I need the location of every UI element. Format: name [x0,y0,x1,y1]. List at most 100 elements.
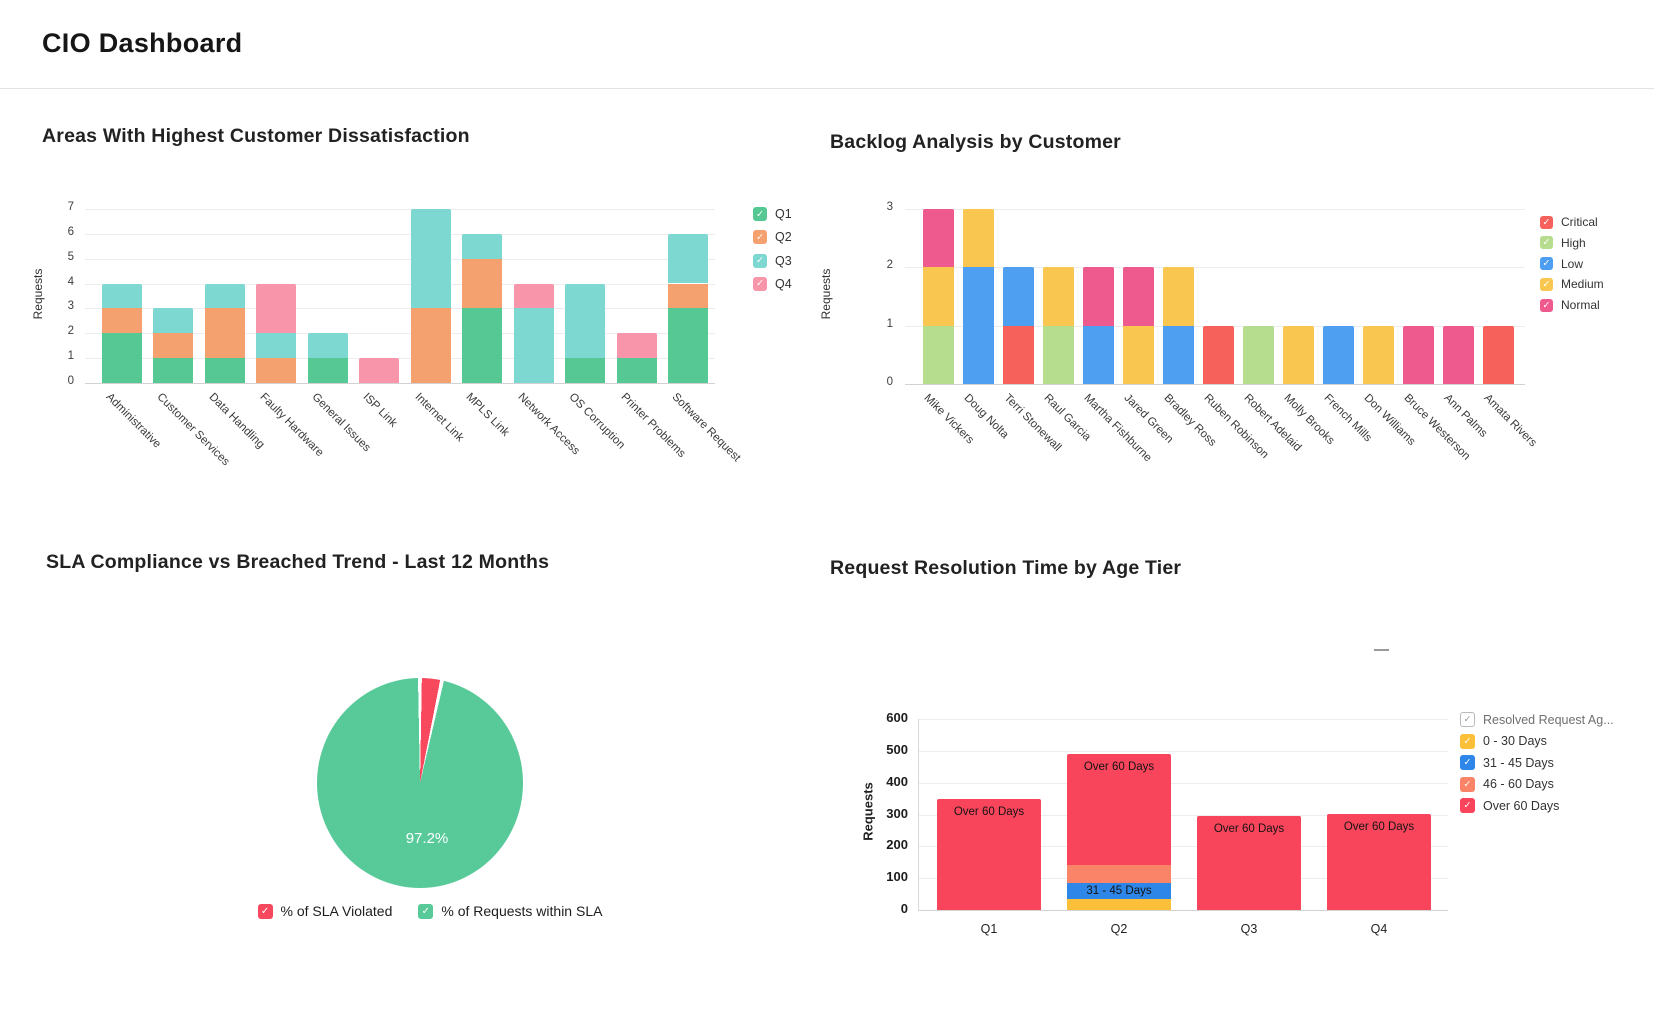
bar-segment-q1[interactable] [307,358,348,383]
bar-segment-q4[interactable] [359,358,400,383]
bar-segment-medium[interactable] [1162,267,1194,326]
legend-item-resolved-request-ag[interactable]: ✓ Resolved Request Ag... [1460,712,1614,727]
bar-segment-low[interactable] [1322,325,1354,384]
bar-segment-q3[interactable] [410,209,451,309]
legend-item-31-45-days[interactable]: ✓ 31 - 45 Days [1460,755,1554,770]
legend-item-q1[interactable]: ✓ Q1 [753,207,792,221]
legend-label: Q4 [775,276,792,291]
bar-segment-q3[interactable] [307,333,348,359]
bar-segment-q2[interactable] [204,308,245,359]
legend-item-q3[interactable]: ✓ Q3 [753,253,792,268]
gridline [918,782,1448,784]
bar-segment-q2[interactable] [410,308,451,383]
bar-segment-medium[interactable] [922,267,954,326]
bar-segment-normal[interactable] [1402,325,1434,384]
bar-segment-q4[interactable] [513,283,554,309]
bar-segment-medium[interactable] [1282,325,1314,384]
bar-segment-q4[interactable] [256,283,297,334]
legend-item-of-sla-violated[interactable]: ✓ % of SLA Violated [257,903,392,919]
legend-item-normal[interactable]: ✓ Normal [1540,298,1600,312]
bar-segment-critical[interactable] [1002,325,1034,384]
bar-segment-medium[interactable] [962,209,994,268]
x-category-label: Bruce Westerson [1401,392,1473,463]
bar-segment-q3[interactable] [565,283,606,359]
y-tick-label: 300 [886,805,908,821]
bar-segment-normal[interactable] [1122,267,1154,326]
bar-segment-critical[interactable] [1202,325,1234,384]
bar-segment-normal[interactable] [922,209,954,268]
bar-segment-high[interactable] [1242,325,1274,384]
legend-item-medium[interactable]: ✓ Medium [1540,277,1604,291]
legend-label: Critical [1561,215,1598,229]
bar-segment-low[interactable] [1002,267,1034,326]
legend-label: Resolved Request Ag... [1483,712,1614,727]
bar-segment-over-60-days[interactable]: Over 60 Days [1327,813,1431,910]
bar-segment-critical[interactable] [1482,325,1514,384]
bar-value-label: Over 60 Days [1343,820,1415,833]
bar-segment-q1[interactable] [616,358,657,383]
bar-segment-over-60-days[interactable]: Over 60 Days [1197,816,1301,910]
bar-segment-low[interactable] [1162,325,1194,384]
bar-segment-over-60-days[interactable]: Over 60 Days [1067,754,1171,866]
bar-segment-medium[interactable] [1362,325,1394,384]
bar-segment-q2[interactable] [101,308,142,334]
bar-segment-normal[interactable] [1082,267,1114,326]
legend-item-high[interactable]: ✓ High [1540,236,1586,250]
bar-segment-q2[interactable] [462,258,503,309]
bar-segment-medium[interactable] [1122,325,1154,384]
bar-segment-q1[interactable] [101,333,142,383]
legend-item-46-60-days[interactable]: ✓ 46 - 60 Days [1460,776,1554,792]
bar-segment-0-30-days[interactable] [1067,898,1171,910]
bar-segment-q1[interactable] [153,358,194,383]
legend-collapse-handle-icon[interactable] [1374,649,1389,651]
bar-segment-low[interactable] [962,267,994,384]
bar-segment-q2[interactable] [256,358,297,383]
chart-title-sla: SLA Compliance vs Breached Trend - Last … [46,551,550,573]
gridline [85,308,715,310]
bar-segment-high[interactable] [1042,325,1074,384]
gridline [905,267,1525,269]
legend-checkbox-icon: ✓ [418,903,434,919]
legend-item-q4[interactable]: ✓ Q4 [753,276,792,291]
y-axis-title: Requests [860,782,876,841]
x-category-label: Martha Fishburne [1081,392,1154,465]
legend-item-low[interactable]: ✓ Low [1540,257,1583,271]
bar-segment-q1[interactable] [462,308,503,383]
bar-segment-q1[interactable] [204,358,245,383]
legend-item-q2[interactable]: ✓ Q2 [753,230,792,245]
legend-item-of-requests-within-sla[interactable]: ✓ % of Requests within SLA [418,903,602,919]
bar-segment-q1[interactable] [668,308,709,383]
bar-segment-q3[interactable] [101,283,142,309]
bar-segment-q3[interactable] [668,233,709,284]
legend-item-over-60-days[interactable]: ✓ Over 60 Days [1460,798,1559,813]
bar-segment-31-45-days[interactable]: 31 - 45 Days [1067,882,1171,899]
y-tick-label: 7 [67,201,74,213]
sla-pie[interactable] [317,678,523,888]
legend-label: High [1561,235,1586,250]
bar-segment-46-60-days[interactable] [1067,865,1171,883]
bar-segment-q4[interactable] [616,333,657,359]
bar-value-label: Over 60 Days [1213,823,1285,836]
legend-label: 31 - 45 Days [1483,755,1554,770]
bar-segment-medium[interactable] [1042,267,1074,326]
bar-segment-q3[interactable] [204,283,245,309]
legend-checkbox-icon: ✓ [1540,298,1553,312]
y-tick-label: 400 [886,773,908,789]
legend-label: Over 60 Days [1483,798,1560,813]
bar-segment-q3[interactable] [256,333,297,359]
bar-segment-high[interactable] [922,325,954,384]
bar-segment-q2[interactable] [668,283,709,309]
bar-segment-over-60-days[interactable]: Over 60 Days [937,798,1041,910]
x-category-label: ISP Link [360,391,400,430]
bar-segment-normal[interactable] [1442,325,1474,384]
bar-segment-q1[interactable] [565,358,606,383]
bar-value-label: 31 - 45 Days [1086,884,1152,897]
legend-item-0-30-days[interactable]: ✓ 0 - 30 Days [1460,733,1547,749]
bar-segment-q3[interactable] [153,308,194,334]
legend-item-critical[interactable]: ✓ Critical [1540,215,1598,229]
y-tick-label: 600 [886,710,908,725]
bar-segment-q2[interactable] [153,333,194,359]
bar-segment-low[interactable] [1082,325,1114,384]
bar-segment-q3[interactable] [513,308,554,383]
bar-segment-q3[interactable] [462,233,503,259]
